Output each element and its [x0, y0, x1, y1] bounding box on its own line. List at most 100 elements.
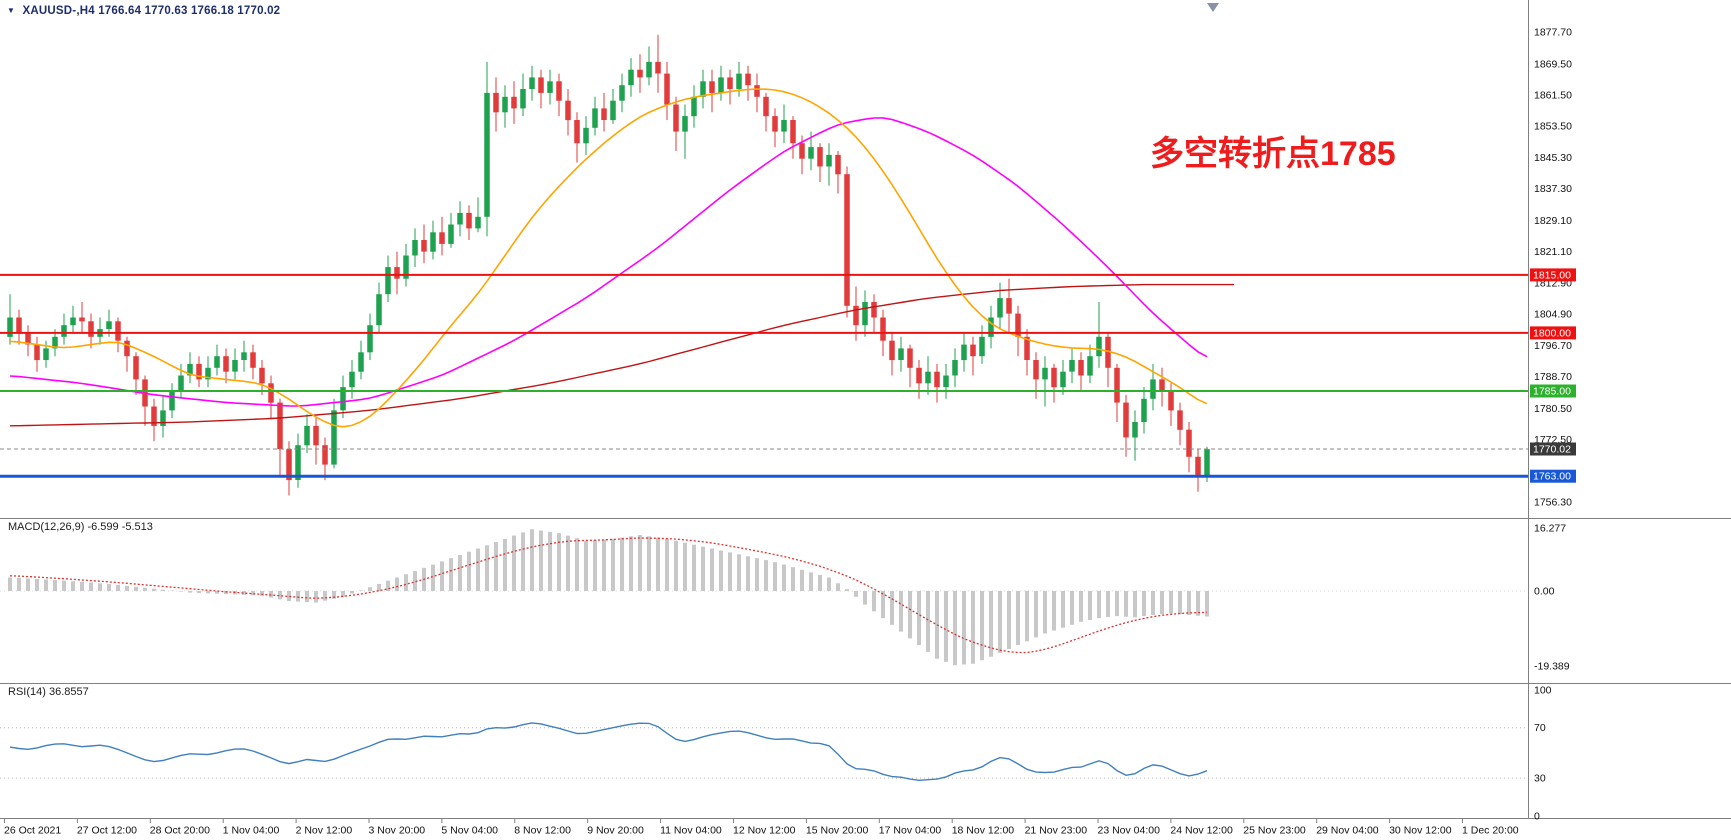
rsi-line	[9, 722, 1208, 782]
candle	[943, 375, 949, 388]
scale-tick-label: 1869.50	[1534, 58, 1572, 70]
candle	[673, 104, 679, 132]
time-axis[interactable]: 26 Oct 2021 27 Oct 12:00 28 Oct 20:00 1 Nov…	[4, 819, 1519, 837]
scale-tick-label: 100	[1534, 684, 1552, 696]
candle	[412, 240, 418, 256]
candle	[124, 340, 130, 357]
candle	[484, 92, 490, 217]
candle	[916, 367, 922, 384]
candle	[1096, 336, 1102, 357]
candle	[196, 363, 202, 380]
candle	[1168, 391, 1174, 411]
candle	[1150, 379, 1156, 399]
scale-tick-label: 1788.70	[1534, 371, 1572, 383]
candle	[1141, 398, 1147, 422]
scale-tick-label: 0.00	[1534, 586, 1555, 598]
candle	[772, 116, 778, 132]
candle	[961, 344, 967, 361]
candle	[781, 120, 787, 132]
candle	[637, 69, 643, 78]
current-price-label: 1770.02	[1530, 442, 1576, 456]
candle	[664, 73, 670, 105]
macd-signal-line	[9, 537, 1208, 654]
candle	[763, 96, 769, 117]
candle	[835, 154, 841, 175]
candle	[574, 120, 580, 144]
candle	[844, 174, 850, 306]
candle	[556, 81, 562, 101]
candle	[826, 154, 832, 167]
candle	[583, 127, 589, 144]
time-tick-label: 12 Nov 12:00	[733, 825, 796, 837]
price-scale[interactable]: 1877.70 1869.50 1861.50 1853.50 1845.30 1837.…	[1534, 27, 1572, 823]
time-tick-label: 18 Nov 12:00	[952, 825, 1015, 837]
candle	[511, 96, 517, 109]
candle	[250, 352, 256, 368]
candle	[1015, 313, 1021, 337]
candle	[529, 77, 535, 89]
candle	[862, 302, 868, 326]
candle	[907, 348, 913, 368]
candle	[268, 383, 274, 403]
chart-annotation[interactable]: 多空转折点1785	[1150, 135, 1396, 173]
candle	[34, 344, 40, 361]
hline-price-label: 1815.00	[1530, 268, 1576, 282]
candle	[646, 61, 652, 78]
time-tick-label: 27 Oct 12:00	[77, 825, 137, 837]
candle	[502, 96, 508, 113]
ma-slow-line	[9, 283, 1234, 427]
time-tick-label: 3 Nov 20:00	[369, 825, 426, 837]
candle	[439, 232, 445, 244]
candle	[376, 294, 382, 326]
scale-tick-label: 1796.70	[1534, 340, 1572, 352]
candle	[340, 387, 346, 411]
candle	[106, 321, 112, 329]
candle	[628, 69, 634, 86]
chart-shift-marker[interactable]	[1207, 3, 1219, 12]
candle	[1177, 410, 1183, 430]
candle	[367, 325, 373, 353]
candle	[1204, 449, 1210, 477]
candle	[25, 332, 31, 345]
candle	[979, 336, 985, 357]
candle	[988, 317, 994, 337]
candle	[304, 425, 310, 446]
time-tick-label: 26 Oct 2021	[4, 825, 61, 837]
candle	[538, 77, 544, 93]
candle	[295, 445, 301, 480]
candle	[691, 96, 697, 117]
candle	[1006, 298, 1012, 314]
candle	[925, 371, 931, 384]
rsi-indicator-label: RSI(14) 36.8557	[8, 686, 89, 698]
candle	[682, 116, 688, 132]
candle	[313, 425, 319, 446]
hline-price-label: 1800.00	[1530, 326, 1576, 340]
candle	[457, 212, 463, 225]
candle	[160, 410, 166, 426]
candles-layer	[7, 34, 1210, 496]
candle	[727, 77, 733, 89]
candle	[1087, 356, 1093, 376]
candle	[223, 356, 229, 372]
candle	[403, 255, 409, 279]
candle	[115, 321, 121, 341]
candle	[322, 445, 328, 465]
scale-tick-label: 1821.10	[1534, 246, 1572, 258]
candle	[997, 298, 1003, 318]
candle	[799, 143, 805, 159]
candle	[1042, 367, 1048, 380]
candle	[277, 402, 283, 450]
candle	[520, 89, 526, 109]
candle	[133, 356, 139, 380]
candle	[61, 325, 67, 337]
candle	[1060, 371, 1066, 388]
candle	[1186, 429, 1192, 457]
macd-histogram	[8, 529, 1209, 666]
candle	[853, 305, 859, 326]
candle	[286, 449, 292, 481]
candle	[394, 267, 400, 279]
candle	[952, 360, 958, 376]
candle	[1033, 360, 1039, 380]
candle	[1105, 336, 1111, 368]
